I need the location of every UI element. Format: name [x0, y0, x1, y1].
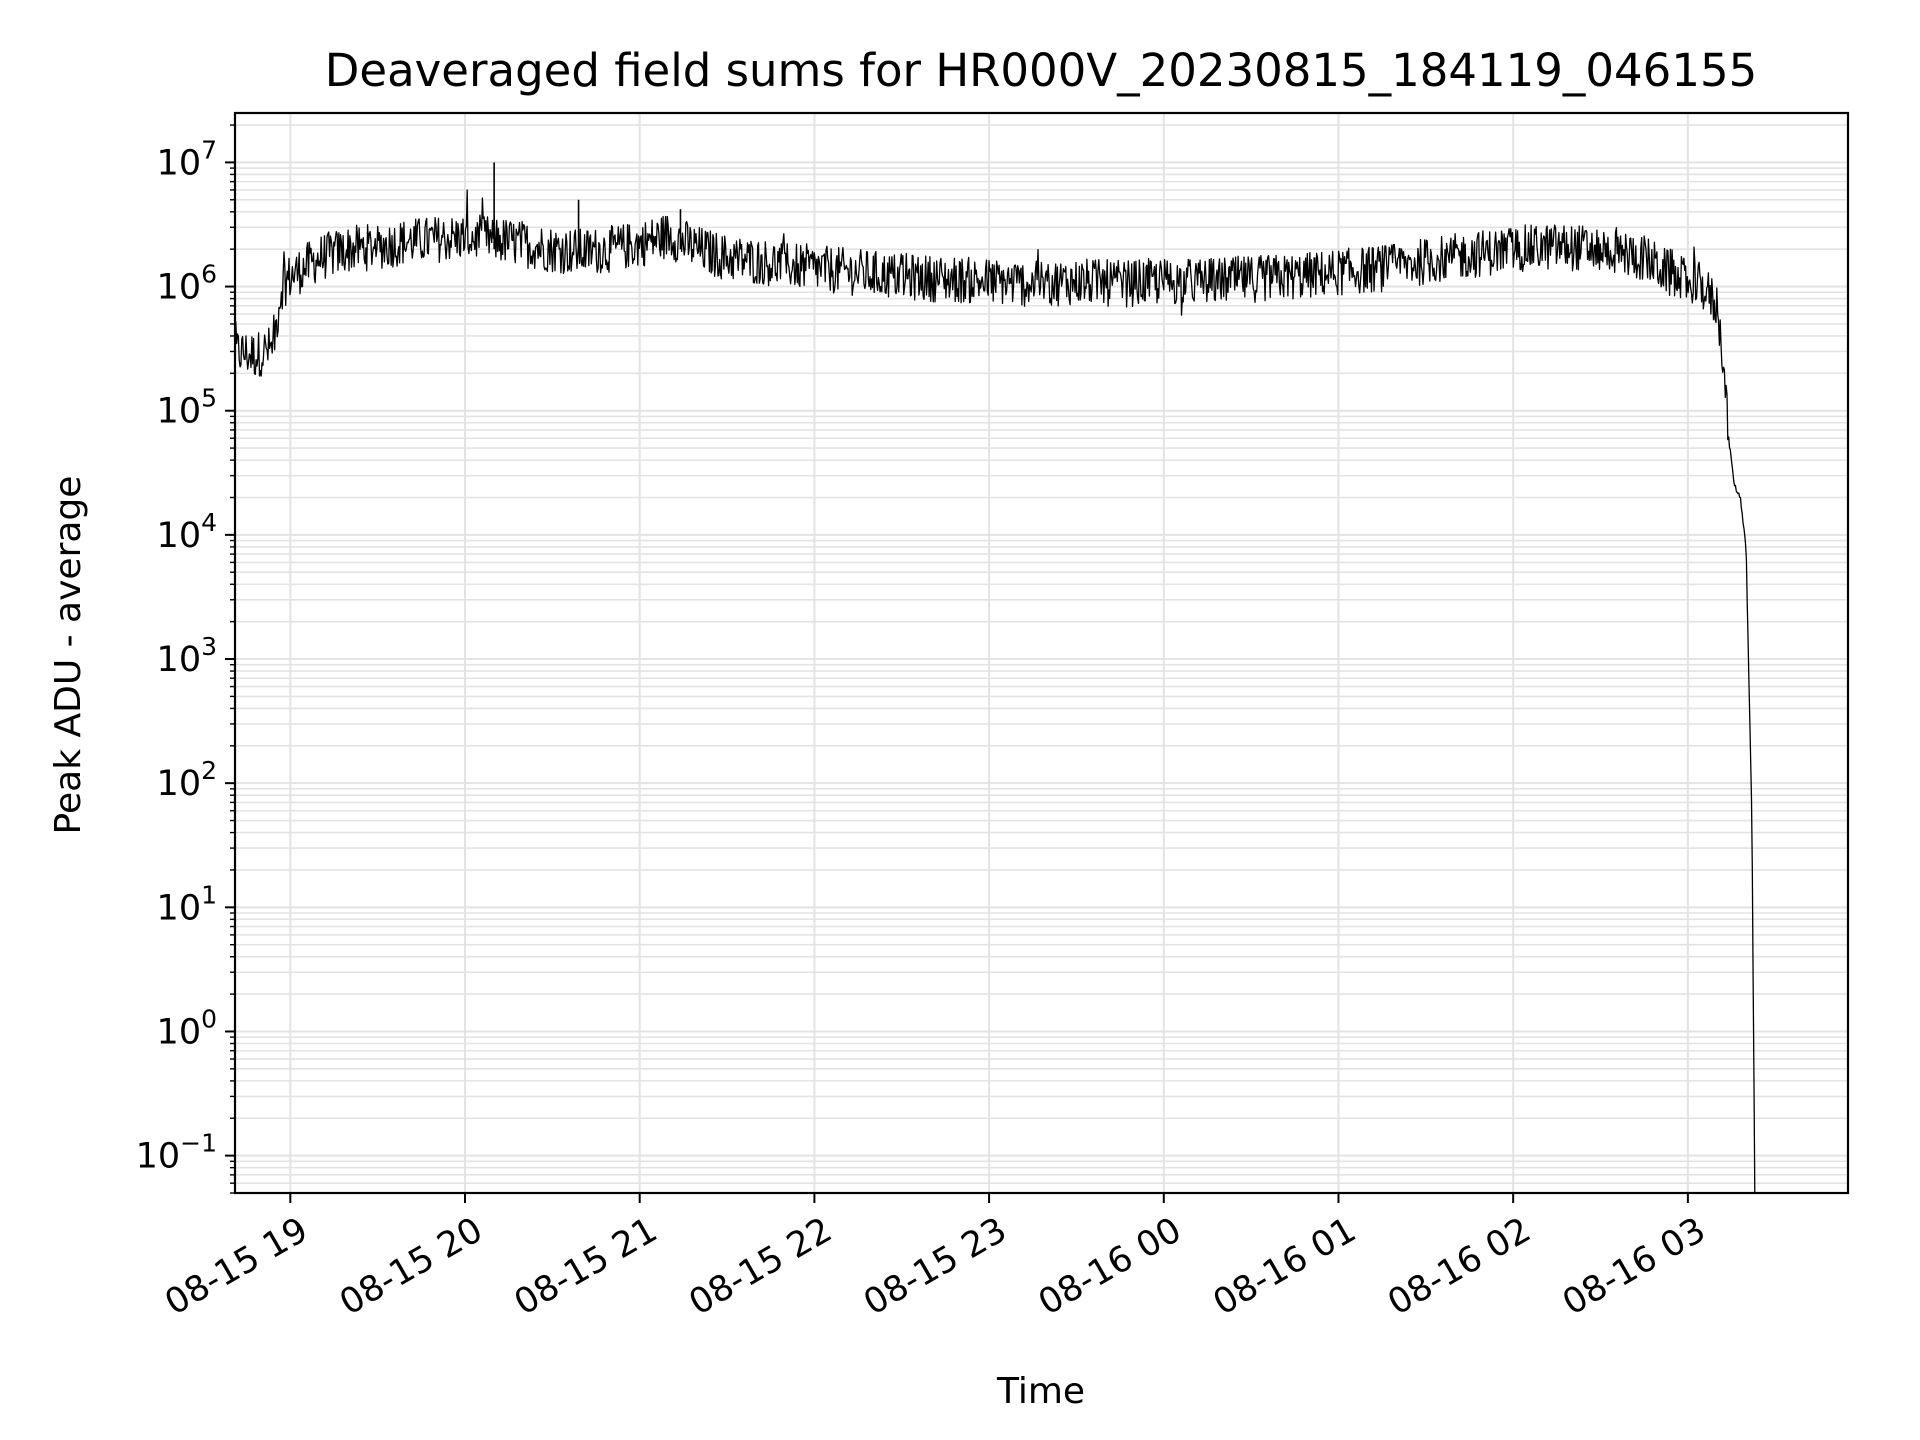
- y-tick-label: 104: [157, 508, 217, 556]
- y-tick-label: 100: [157, 1004, 217, 1052]
- data-line-layer: [234, 162, 1756, 1193]
- y-tick-label: 106: [157, 260, 217, 308]
- y-axis-label: Peak ADU - average: [48, 476, 89, 835]
- y-tick-label: 105: [157, 384, 217, 432]
- plot-frame: [233, 111, 1850, 1195]
- y-tick-label: 102: [157, 756, 217, 804]
- x-axis-label: Time: [996, 1371, 1085, 1412]
- grid: [235, 113, 1848, 1194]
- y-tick-label: 101: [157, 880, 217, 928]
- y-tick-label: 10−1: [136, 1129, 217, 1177]
- y-tick-label: 103: [157, 632, 217, 680]
- data-line: [234, 189, 1756, 1193]
- chart-title: Deaveraged field sums for HR000V_2023081…: [325, 44, 1757, 97]
- y-axis: 10−1 100 101 102 103 104 105 106 107: [136, 124, 235, 1194]
- y-tick-label: 107: [157, 135, 217, 183]
